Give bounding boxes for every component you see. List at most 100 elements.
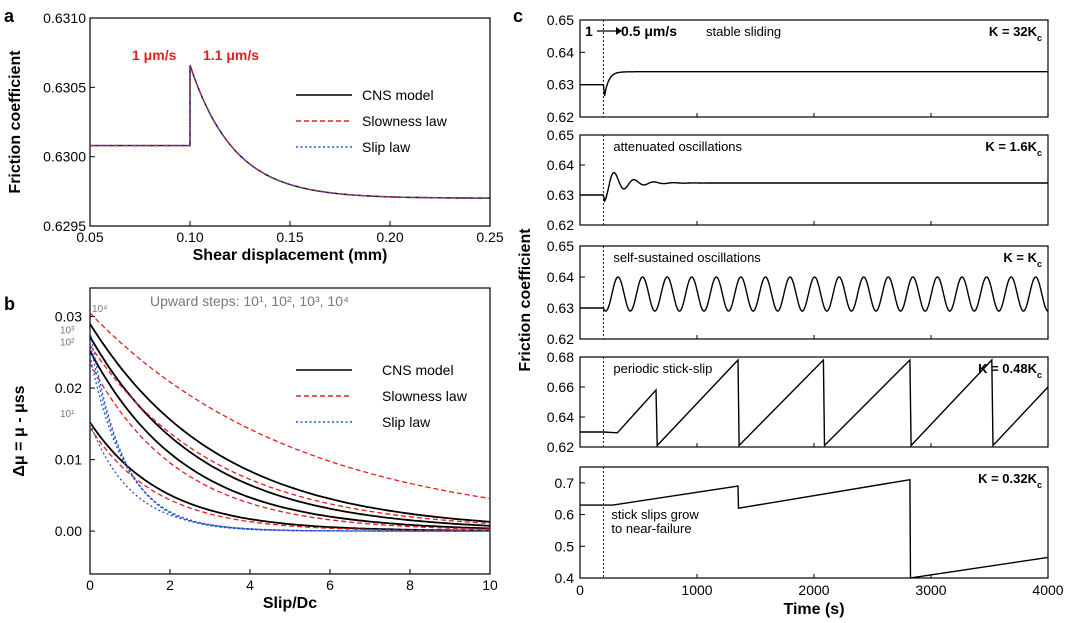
panel-b-series-line — [89, 423, 490, 532]
panel-c-series-line — [580, 71, 1048, 97]
panel-b-ylabel: Δμ = μ - μss — [11, 385, 28, 476]
panel-b-ytick-label: 0.01 — [55, 452, 82, 468]
panel-a-legend-label: CNS model — [362, 87, 434, 103]
panel-c-ytick-label: 0.62 — [547, 439, 574, 455]
panel-b-series-line — [89, 323, 491, 523]
panel-c-xlabel: Time (s) — [783, 601, 844, 618]
panel-b-series-line — [89, 421, 491, 532]
panel-c-ytick-label: 0.65 — [547, 12, 574, 28]
panel-b-series-line — [89, 330, 490, 532]
panel-c-k-label: K = 0.48Kc — [978, 361, 1042, 380]
panel-c-ytick-label: 0.62 — [547, 109, 574, 125]
panel-b-series-line — [89, 312, 491, 500]
panel-c-note: periodic stick-slip — [613, 361, 712, 376]
panel-b-series-line — [89, 350, 491, 530]
panel-c-xtick-label: 1000 — [681, 582, 712, 598]
panel-c-series-line — [580, 276, 1049, 312]
panel-c-arrow-head — [616, 27, 622, 35]
panel-c-ytick-label: 0.5 — [555, 538, 575, 554]
panel-c-ytick-label: 0.64 — [547, 269, 574, 285]
panel-c-note: stable sliding — [706, 24, 781, 39]
panel-c-ytick-label: 0.68 — [547, 349, 574, 365]
panel-c-note: stick slips grow — [611, 507, 699, 522]
panel-b-legend-label: CNS model — [382, 362, 454, 378]
panel-b-xtick-label: 2 — [166, 577, 174, 593]
panel-b: 0 2 4 6 8 10 0.00 0.01 0.02 0.03 Slip/Dc Δμ = μ - μ… — [11, 287, 498, 612]
panel-a-xtick-label: 0.20 — [376, 229, 403, 245]
panel-a-annotation-after: 1.1 μm/s — [203, 47, 259, 63]
panel-b-series-line — [89, 336, 491, 527]
panel-c-ytick-label: 0.7 — [555, 475, 575, 491]
panel-c-ytick-label: 0.65 — [547, 238, 574, 254]
panel-b-legend-label: Slowness law — [382, 388, 468, 404]
panel-c-ytick-label: 0.64 — [547, 157, 574, 173]
panel-b-title: Upward steps: 10¹, 10², 10³, 10⁴ — [150, 293, 349, 309]
panel-c-annotation-start: 1 — [585, 23, 593, 39]
panel-c-ytick-label: 0.63 — [547, 187, 574, 203]
panel-c-ytick-label: 0.66 — [547, 379, 574, 395]
panel-c-ytick-label: 0.62 — [547, 331, 574, 347]
panel-b-xtick-label: 6 — [326, 577, 334, 593]
panel-c-ytick-label: 0.6 — [555, 507, 575, 523]
panel-c-k-label: K = Kc — [1003, 250, 1042, 269]
panel-a-ytick-label: 0.6310 — [43, 10, 86, 26]
panel-b-frame — [89, 287, 491, 575]
panel-b-xlabel: Slip/Dc — [263, 595, 317, 612]
panel-c-xtick-label: 0 — [576, 582, 584, 598]
panel-c-note-2: to near-failure — [611, 521, 691, 536]
panel-c-ytick-label: 0.63 — [547, 77, 574, 93]
panel-b-step-label: 10² — [60, 338, 75, 349]
panel-b-step-label: 10¹ — [60, 409, 75, 420]
panel-b-xtick-label: 0 — [86, 577, 94, 593]
panel-c-ytick-label: 0.4 — [555, 570, 575, 586]
panel-c-ytick-label: 0.65 — [547, 127, 574, 143]
panel-b-xtick-label: 10 — [482, 577, 498, 593]
panel-a-legend-label: Slip law — [362, 139, 411, 155]
panel-c-note: self-sustained oscillations — [613, 250, 761, 265]
panel-c-annotation-value: 0.5 μm/s — [621, 23, 677, 39]
panel-b-legend-label: Slip law — [382, 414, 431, 430]
panel-a-ylabel: Friction coefficient — [7, 50, 24, 194]
panel-c-series-line — [580, 358, 1049, 448]
panel-c-ytick-label: 0.64 — [547, 44, 574, 60]
panel-a-ytick-label: 0.6305 — [43, 79, 86, 95]
panel-a-xtick-label: 0.25 — [476, 229, 503, 245]
panel-b-xtick-label: 4 — [246, 577, 254, 593]
panel-a-series-line — [90, 64, 490, 199]
panel-a-series-line — [90, 64, 490, 199]
panel-a-label: a — [4, 6, 15, 26]
panel-c-xtick-label: 4000 — [1032, 582, 1063, 598]
panel-a-xtick-label: 0.10 — [176, 229, 203, 245]
panel-a-ytick-label: 0.6300 — [43, 149, 86, 165]
panel-c-ytick-label: 0.64 — [547, 409, 574, 425]
panel-c-label: c — [513, 6, 523, 26]
panel-c-series-line — [580, 478, 1049, 579]
panel-c-series-line — [580, 171, 1048, 203]
panel-c-ytick-label: 0.62 — [547, 217, 574, 233]
panel-a-series-line — [90, 64, 490, 199]
panel-c-xtick-label: 2000 — [798, 582, 829, 598]
panel-b-label: b — [4, 294, 15, 314]
panel-a-xtick-label: 0.05 — [76, 229, 103, 245]
panel-a-annotation-before: 1 μm/s — [132, 47, 177, 63]
panel-a-ytick-label: 0.6295 — [43, 218, 86, 234]
panel-c-k-label: K = 0.32Kc — [978, 471, 1042, 490]
panel-a: 0.05 0.10 0.15 0.20 0.25 0.6295 0.6300 0.6305 0.… — [7, 10, 504, 264]
panel-c-ylabel: Friction coefficient — [517, 228, 534, 372]
panel-c-k-label: K = 32Kc — [989, 24, 1042, 43]
panel-b-series-line — [89, 362, 491, 530]
panel-a-legend-label: Slowness law — [362, 113, 448, 129]
panel-c-ytick-label: 0.63 — [547, 300, 574, 316]
panel-c-xtick-label: 3000 — [915, 582, 946, 598]
panel-b-ytick-label: 0.00 — [55, 523, 82, 539]
panel-b-series-line — [89, 427, 490, 532]
panel-c-k-label: K = 1.6Kc — [985, 139, 1042, 158]
panel-b-ytick-label: 0.03 — [55, 309, 82, 325]
panel-b-step-label: 10⁴ — [92, 304, 107, 315]
panel-b-ytick-label: 0.02 — [55, 380, 82, 396]
panel-b-step-label: 10³ — [60, 325, 75, 336]
panel-a-xlabel: Shear displacement (mm) — [193, 247, 388, 264]
panel-b-series-line — [89, 355, 490, 532]
panel-a-xtick-label: 0.15 — [276, 229, 303, 245]
